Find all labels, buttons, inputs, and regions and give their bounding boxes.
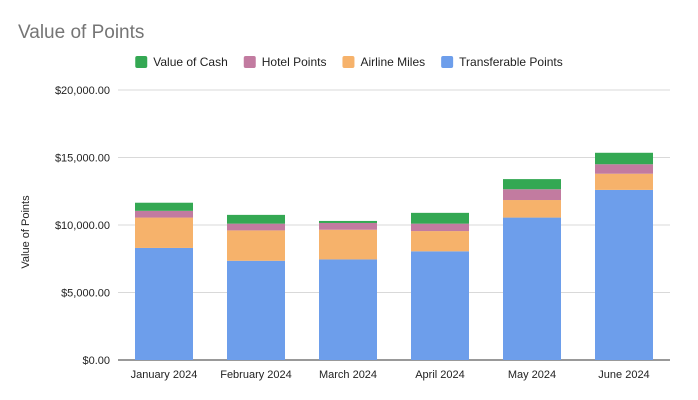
y-axis-title: Value of Points bbox=[20, 195, 32, 269]
legend-swatch-value-of-cash bbox=[135, 56, 148, 68]
x-axis-ticks: January 2024 February 2024 March 2024 April… bbox=[131, 369, 650, 381]
bar-segment-transferable-points bbox=[595, 189, 653, 360]
bar-segment-airline-miles bbox=[411, 231, 469, 252]
x-tick-label: January 2024 bbox=[131, 369, 198, 381]
legend-swatch-hotel-points bbox=[243, 56, 256, 68]
y-tick-label: $20,000.00 bbox=[55, 85, 110, 97]
bar-segment-transferable-points bbox=[411, 251, 469, 360]
bar-segment-value-of-cash bbox=[503, 179, 561, 190]
bar-segment-hotel-points bbox=[319, 222, 377, 230]
legend-label-hotel-points: Hotel Points bbox=[262, 55, 327, 69]
legend-label-transferable-points: Transferable Points bbox=[459, 55, 563, 69]
bar-segment-hotel-points bbox=[503, 189, 561, 201]
bar-segment-airline-miles bbox=[503, 200, 561, 218]
x-tick-label: February 2024 bbox=[220, 369, 292, 381]
chart-title: Value of Points bbox=[18, 22, 144, 43]
bar-segment-transferable-points bbox=[135, 247, 193, 360]
bar-segment-value-of-cash bbox=[135, 202, 193, 211]
bar-segment-value-of-cash bbox=[411, 212, 469, 224]
bar-segment-hotel-points bbox=[411, 223, 469, 232]
bar-segment-value-of-cash bbox=[595, 152, 653, 165]
bar-segment-hotel-points bbox=[227, 223, 285, 231]
bar-segment-airline-miles bbox=[319, 229, 377, 260]
bar-segment-value-of-cash bbox=[227, 214, 285, 224]
bar-segment-value-of-cash bbox=[319, 220, 377, 223]
bars bbox=[135, 152, 653, 360]
bar-segment-airline-miles bbox=[227, 230, 285, 261]
y-tick-label: $15,000.00 bbox=[55, 153, 110, 165]
bar-segment-airline-miles bbox=[135, 217, 193, 248]
x-tick-label: May 2024 bbox=[508, 369, 556, 381]
legend-label-airline-miles: Airline Miles bbox=[360, 55, 425, 69]
x-tick-label: April 2024 bbox=[415, 369, 465, 381]
x-tick-label: March 2024 bbox=[319, 369, 377, 381]
bar-segment-transferable-points bbox=[319, 259, 377, 360]
legend-swatch-airline-miles bbox=[342, 56, 355, 68]
x-tick-label: June 2024 bbox=[598, 369, 649, 381]
legend-label-value-of-cash: Value of Cash bbox=[153, 55, 228, 69]
y-axis-ticks: $0.00 $5,000.00 $10,000.00 $15,000.00 $20,00… bbox=[55, 85, 110, 367]
y-tick-label: $10,000.00 bbox=[55, 220, 110, 232]
bar-segment-transferable-points bbox=[503, 217, 561, 360]
gridlines bbox=[118, 89, 670, 361]
bar-segment-transferable-points bbox=[227, 260, 285, 360]
legend: Value of Cash Hotel Points Airline Miles Tr… bbox=[135, 55, 563, 69]
legend-swatch-transferable-points bbox=[441, 56, 454, 68]
bar-segment-airline-miles bbox=[595, 173, 653, 190]
bar-segment-hotel-points bbox=[135, 210, 193, 218]
bar-segment-hotel-points bbox=[595, 164, 653, 174]
y-tick-label: $0.00 bbox=[82, 355, 110, 367]
y-tick-label: $5,000.00 bbox=[61, 288, 110, 300]
